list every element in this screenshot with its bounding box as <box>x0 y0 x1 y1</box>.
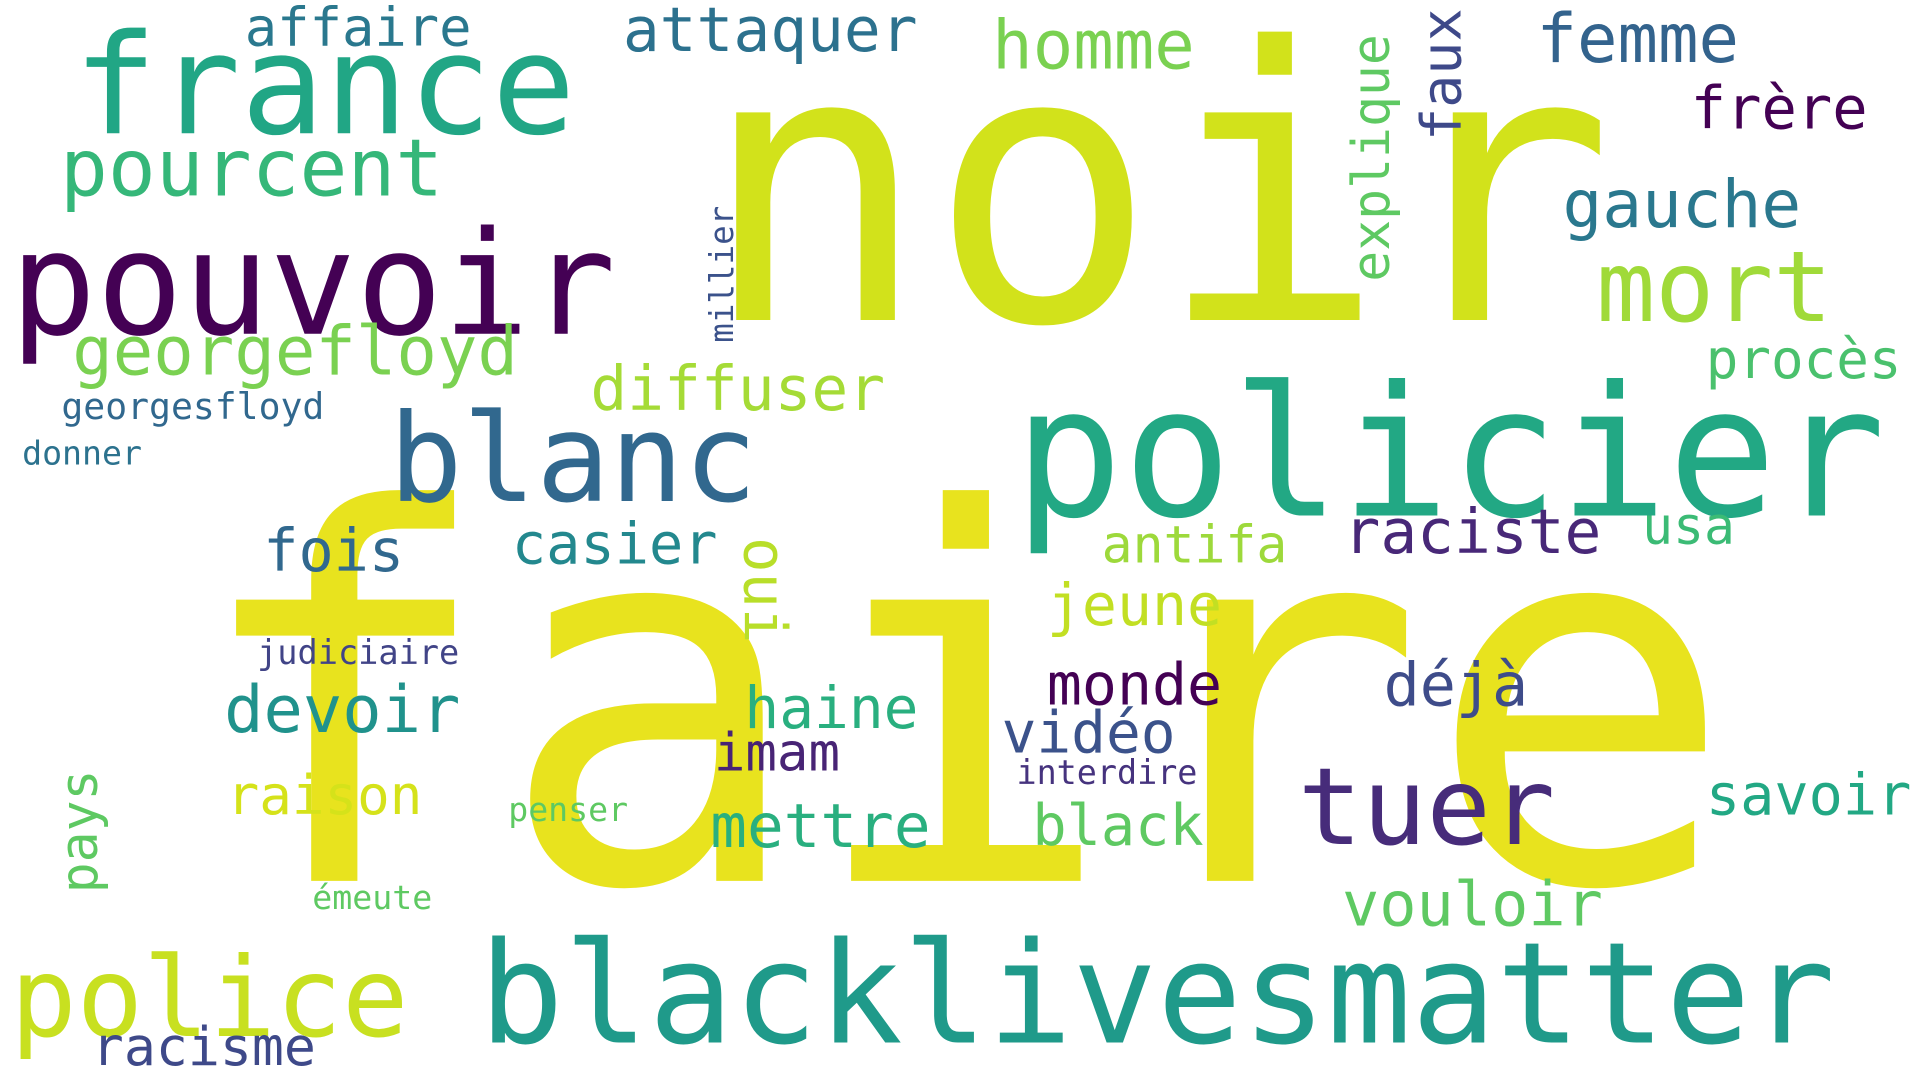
word-black: black <box>1032 793 1204 860</box>
word-diffuser: diffuser <box>590 353 886 425</box>
word-georgefloyd: georgefloyd <box>72 312 518 391</box>
word-attaquer: attaquer <box>622 0 918 67</box>
word-explique: explique <box>1341 34 1402 282</box>
word-monde: monde <box>1046 650 1223 719</box>
word-devoir: devoir <box>224 672 461 749</box>
word-fois: fois <box>263 516 405 585</box>
word-emeute: émeute <box>312 877 433 917</box>
word-savoir: savoir <box>1705 762 1912 829</box>
word-tuer: tuer <box>1297 745 1556 870</box>
word-france: france <box>73 4 576 167</box>
word-pourcent: pourcent <box>59 121 444 215</box>
word-gauche: gauche <box>1562 166 1802 244</box>
word-deja: déjà <box>1383 650 1529 721</box>
word-raison: raison <box>226 763 423 827</box>
word-pouvoir: pouvoir <box>9 200 616 368</box>
word-frere: frère <box>1690 73 1868 143</box>
word-policier: policier <box>1013 347 1886 559</box>
word-blanc: blanc <box>388 386 758 530</box>
word-noir: noir <box>700 0 1615 410</box>
word-oui: oui <box>730 537 800 644</box>
word-imam: imam <box>713 722 841 784</box>
word-mettre: mettre <box>710 791 931 863</box>
word-antifa: antifa <box>1101 515 1288 576</box>
word-mort: mort <box>1596 230 1833 345</box>
word-haine: haine <box>744 674 919 743</box>
word-faire: faire <box>187 404 1736 1003</box>
word-racisme: racisme <box>91 1015 316 1078</box>
word-video: vidéo <box>1001 698 1176 767</box>
word-penser: penser <box>508 789 629 829</box>
word-proces: procès <box>1705 327 1902 391</box>
word-georgesfloyd: georgesfloyd <box>61 384 325 428</box>
word-jeune: jeune <box>1046 570 1223 639</box>
word-pays: pays <box>50 769 111 894</box>
word-police: police <box>10 933 409 1062</box>
word-casier: casier <box>511 511 718 578</box>
word-interdire: interdire <box>1016 752 1198 792</box>
word-vouloir: vouloir <box>1342 868 1603 941</box>
word-homme: homme <box>992 6 1195 85</box>
word-usa: usa <box>1642 497 1735 558</box>
word-raciste: raciste <box>1343 497 1602 569</box>
word-faux: faux <box>1409 8 1474 142</box>
word-affaire: affaire <box>244 0 472 59</box>
word-millier: millier <box>703 205 742 343</box>
word-femme: femme <box>1536 0 1740 79</box>
word-judiciaire: judiciaire <box>257 632 460 672</box>
word-blacklivesmatter: blacklivesmatter <box>479 912 1836 1077</box>
word-donner: donner <box>22 433 142 473</box>
